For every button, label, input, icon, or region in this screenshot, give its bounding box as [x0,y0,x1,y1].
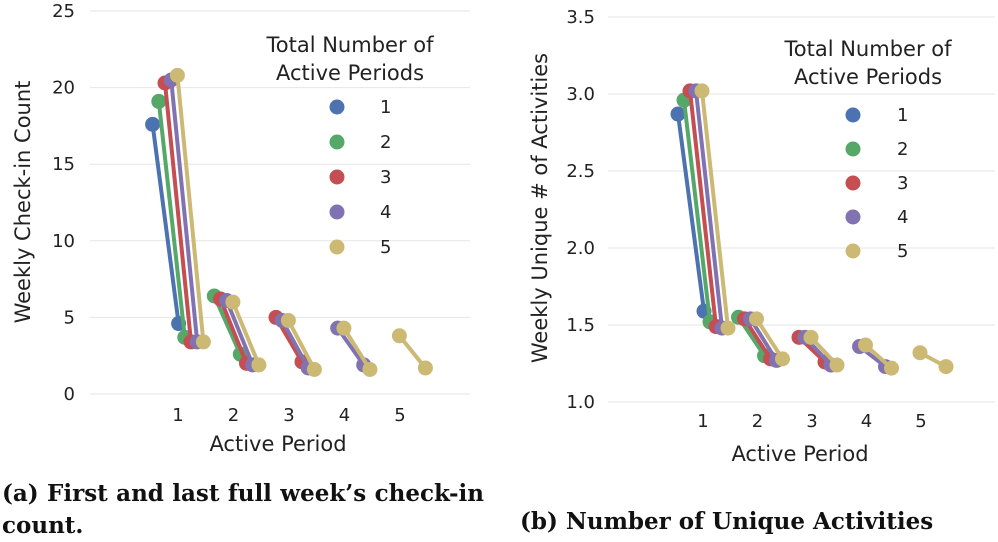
data-point-first [912,345,928,361]
legend-marker [845,209,861,225]
legend-marker [845,175,861,191]
y-tick-label: 25 [52,1,75,22]
data-point-first [694,83,710,99]
caption-a: (a) First and last full week’s check-in … [2,480,484,539]
series-line-2 [156,99,187,340]
legend-marker [329,99,345,115]
series-line-5 [230,300,261,367]
x-tick-label: 5 [394,405,405,426]
data-point-last [775,351,790,367]
data-point-last [306,361,322,377]
data-point-last [938,359,954,375]
y-tick-label: 3.5 [566,7,595,28]
x-tick-label: 1 [172,405,183,426]
y-tick-label: 20 [52,78,75,99]
x-axis-label: Active Period [209,432,346,456]
data-point-first [803,329,819,345]
y-axis-label: Weekly Check-in Count [11,81,35,324]
legend-label: 4 [897,207,908,228]
data-point-first [391,328,407,344]
y-tick-label: 1.5 [566,315,595,336]
data-point-last [417,360,433,376]
data-point-first [145,116,161,132]
series-line-2 [682,98,712,324]
x-tick-label: 2 [752,411,763,432]
legend-marker [845,107,861,123]
data-point-first [858,337,873,353]
y-tick-label: 10 [52,231,75,252]
y-tick-label: 5 [64,307,75,328]
legend-label: 4 [380,202,391,223]
legend-label: 1 [897,105,908,126]
series-line-5 [286,318,317,372]
caption-b: (b) Number of Unique Activities [520,508,934,535]
y-tick-label: 3.0 [566,84,595,105]
series-line-3 [688,88,718,329]
series-line-5 [175,73,206,344]
legend-marker [329,204,345,220]
legend-title-line-1: Total Number of [266,33,435,57]
data-point-last [195,334,211,350]
data-point-first [670,106,686,122]
legend-marker [329,134,345,150]
series-line-5 [341,326,372,372]
x-tick-label: 1 [697,411,708,432]
data-point-last [884,360,899,376]
data-point-first [169,67,185,83]
y-tick-label: 1.0 [566,392,595,413]
x-tick-label: 4 [861,411,872,432]
legend-label: 3 [897,173,908,194]
data-point-first [280,312,296,328]
data-point-first [336,320,352,336]
legend-title-line-2: Active Periods [794,65,942,89]
y-tick-label: 15 [52,154,75,175]
legend-label: 2 [897,139,908,160]
legend-label: 3 [380,167,391,188]
data-point-first [225,294,241,310]
y-axis-label: Weekly Unique # of Activities [528,53,552,363]
data-point-last [251,357,267,373]
legend-label: 2 [380,132,391,153]
series-line-4 [694,88,724,331]
legend-marker [329,239,345,255]
legend-label: 1 [380,97,391,118]
legend-label: 5 [380,237,391,258]
data-point-first [151,93,167,109]
chart-panel-b: 1.0 1.5 2.0 2.5 3.0 3.5 1 2 3 4 5 Active Period Week… [528,7,995,466]
series-line-5 [700,88,730,331]
legend-title-line-2: Active Periods [276,61,424,85]
x-tick-label: 3 [806,411,817,432]
series-line-4 [169,77,200,344]
x-tick-label: 5 [915,411,926,432]
x-tick-label: 4 [339,405,350,426]
legend-title-line-1: Total Number of [784,37,953,61]
series-line-5 [754,316,785,361]
y-tick-label: 2.5 [566,161,595,182]
legend-marker [845,141,861,157]
y-tick-label: 2.0 [566,238,595,259]
x-tick-label: 3 [283,405,294,426]
data-point-first [749,311,764,327]
data-point-last [829,357,845,373]
series-line-4 [280,318,311,370]
y-tick-label: 0 [64,384,75,405]
legend-label: 5 [897,241,908,262]
legend-marker [845,243,861,259]
data-point-last [362,361,378,377]
series-line-3 [163,81,193,344]
series-line-1 [676,112,706,314]
data-point-last [720,320,736,336]
legend-marker [329,169,345,185]
x-axis-label: Active Period [731,442,868,466]
series-line-1 [150,122,181,326]
series-line-3 [218,297,249,366]
x-tick-label: 2 [228,405,239,426]
series-line-4 [224,298,255,367]
